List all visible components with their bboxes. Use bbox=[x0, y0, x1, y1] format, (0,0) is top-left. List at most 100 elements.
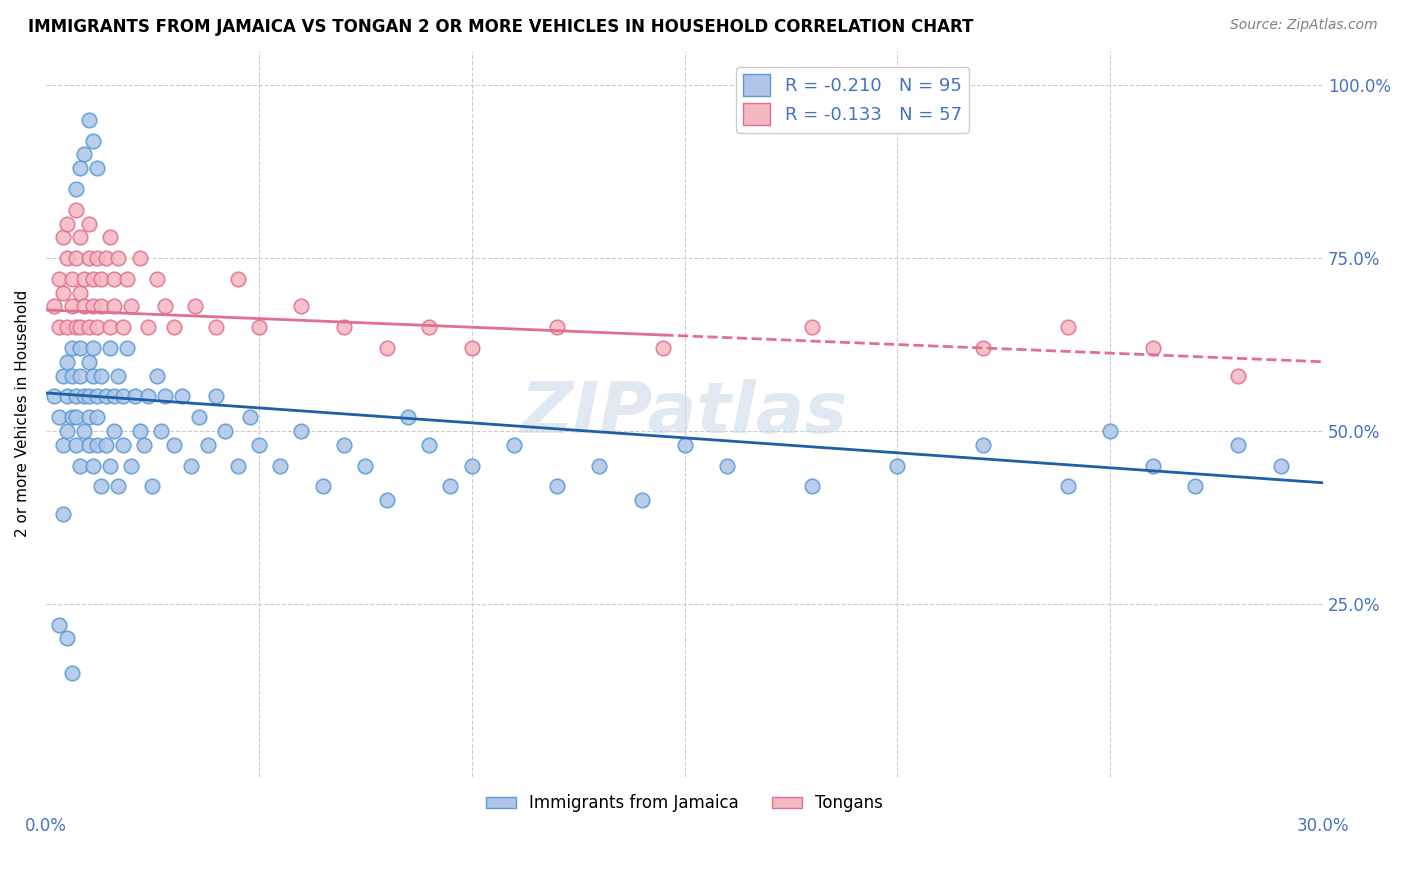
Point bbox=[73, 424, 96, 438]
Point bbox=[52, 507, 75, 521]
Point bbox=[188, 410, 211, 425]
Point bbox=[60, 368, 83, 383]
Point bbox=[90, 300, 112, 314]
Text: IMMIGRANTS FROM JAMAICA VS TONGAN 2 OR MORE VEHICLES IN HOUSEHOLD CORRELATION CH: IMMIGRANTS FROM JAMAICA VS TONGAN 2 OR M… bbox=[28, 18, 973, 36]
Point bbox=[94, 389, 117, 403]
Point bbox=[65, 410, 87, 425]
Point bbox=[86, 161, 108, 176]
Point bbox=[1227, 438, 1250, 452]
Point bbox=[418, 438, 440, 452]
Point bbox=[111, 438, 134, 452]
Point bbox=[214, 424, 236, 438]
Point bbox=[56, 320, 79, 334]
Text: Source: ZipAtlas.com: Source: ZipAtlas.com bbox=[1230, 18, 1378, 32]
Point bbox=[107, 479, 129, 493]
Point bbox=[439, 479, 461, 493]
Point bbox=[1227, 368, 1250, 383]
Point bbox=[82, 368, 104, 383]
Point bbox=[48, 272, 70, 286]
Point bbox=[801, 320, 824, 334]
Point bbox=[247, 438, 270, 452]
Point bbox=[73, 300, 96, 314]
Point bbox=[588, 458, 610, 473]
Point bbox=[184, 300, 207, 314]
Point bbox=[354, 458, 377, 473]
Point bbox=[149, 424, 172, 438]
Point bbox=[48, 410, 70, 425]
Point bbox=[124, 389, 146, 403]
Y-axis label: 2 or more Vehicles in Household: 2 or more Vehicles in Household bbox=[15, 290, 30, 537]
Point bbox=[972, 341, 994, 355]
Point bbox=[69, 320, 91, 334]
Point bbox=[77, 112, 100, 127]
Point bbox=[69, 341, 91, 355]
Point bbox=[716, 458, 738, 473]
Point bbox=[418, 320, 440, 334]
Point bbox=[652, 341, 675, 355]
Point bbox=[86, 438, 108, 452]
Point bbox=[77, 410, 100, 425]
Point bbox=[69, 458, 91, 473]
Point bbox=[269, 458, 291, 473]
Point bbox=[205, 320, 228, 334]
Point bbox=[82, 300, 104, 314]
Point bbox=[1142, 458, 1164, 473]
Point bbox=[1184, 479, 1206, 493]
Point bbox=[103, 300, 125, 314]
Point bbox=[90, 368, 112, 383]
Text: ZIPatlas: ZIPatlas bbox=[520, 379, 848, 448]
Point bbox=[111, 389, 134, 403]
Point bbox=[107, 251, 129, 265]
Point bbox=[86, 410, 108, 425]
Point bbox=[1099, 424, 1122, 438]
Point bbox=[972, 438, 994, 452]
Point bbox=[90, 272, 112, 286]
Point bbox=[56, 355, 79, 369]
Point bbox=[1270, 458, 1292, 473]
Point bbox=[163, 438, 186, 452]
Point bbox=[52, 368, 75, 383]
Point bbox=[375, 493, 398, 508]
Text: 0.0%: 0.0% bbox=[25, 816, 67, 835]
Legend: Immigrants from Jamaica, Tongans: Immigrants from Jamaica, Tongans bbox=[479, 788, 890, 819]
Point bbox=[312, 479, 335, 493]
Point bbox=[82, 134, 104, 148]
Point bbox=[136, 320, 159, 334]
Point bbox=[77, 389, 100, 403]
Point bbox=[65, 389, 87, 403]
Point bbox=[180, 458, 202, 473]
Point bbox=[60, 341, 83, 355]
Point bbox=[1056, 320, 1078, 334]
Point bbox=[77, 355, 100, 369]
Point bbox=[65, 202, 87, 217]
Point bbox=[94, 251, 117, 265]
Point bbox=[120, 300, 142, 314]
Point bbox=[44, 300, 66, 314]
Point bbox=[460, 341, 482, 355]
Point bbox=[128, 424, 150, 438]
Point bbox=[52, 438, 75, 452]
Point bbox=[56, 632, 79, 646]
Point bbox=[226, 272, 249, 286]
Point bbox=[94, 438, 117, 452]
Point bbox=[205, 389, 228, 403]
Point bbox=[546, 479, 568, 493]
Point bbox=[86, 251, 108, 265]
Point bbox=[503, 438, 526, 452]
Point bbox=[226, 458, 249, 473]
Point bbox=[375, 341, 398, 355]
Point bbox=[98, 230, 121, 244]
Point bbox=[60, 665, 83, 680]
Point bbox=[98, 320, 121, 334]
Point bbox=[197, 438, 219, 452]
Point bbox=[290, 300, 312, 314]
Point bbox=[172, 389, 194, 403]
Point bbox=[103, 424, 125, 438]
Point bbox=[48, 320, 70, 334]
Point bbox=[60, 272, 83, 286]
Point bbox=[1056, 479, 1078, 493]
Point bbox=[77, 251, 100, 265]
Point bbox=[82, 341, 104, 355]
Point bbox=[141, 479, 163, 493]
Point bbox=[396, 410, 419, 425]
